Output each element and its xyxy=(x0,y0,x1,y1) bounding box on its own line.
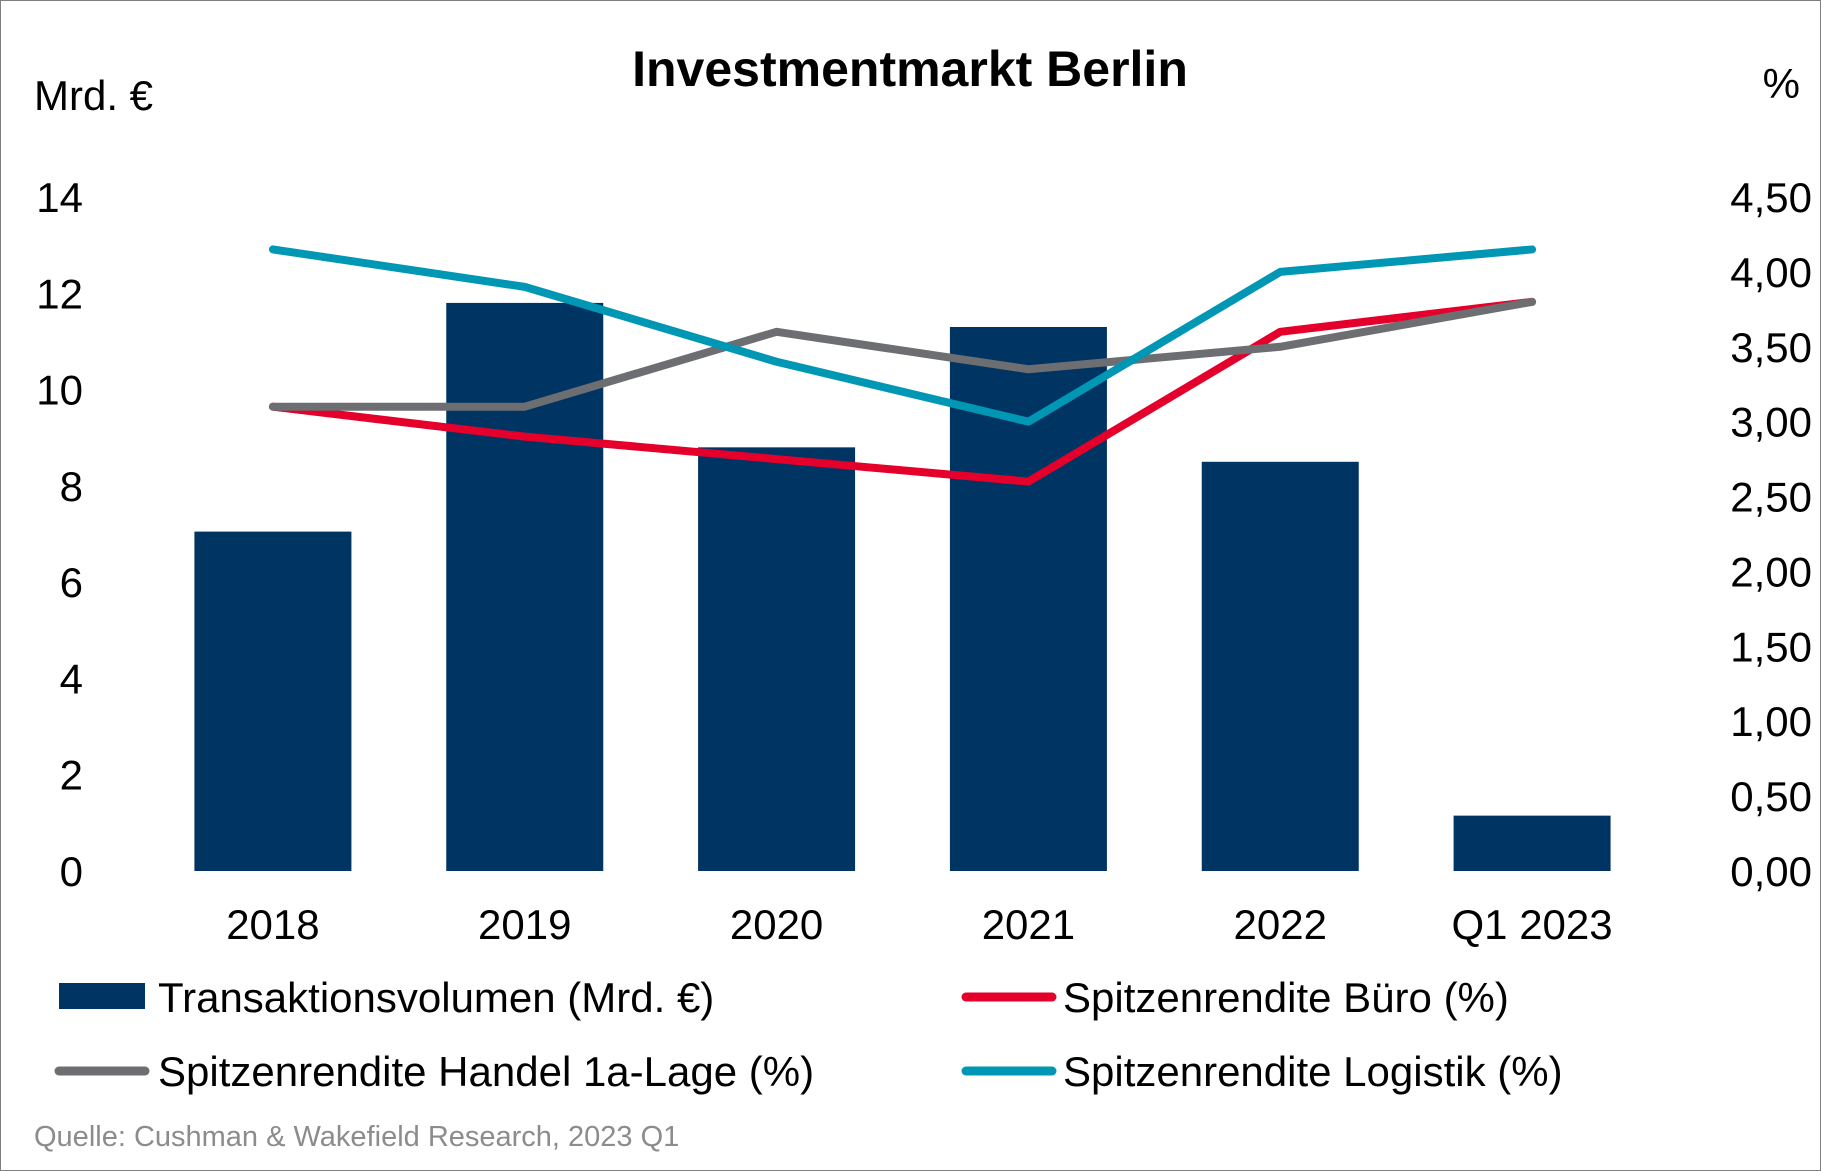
y-tick-left-8: 8 xyxy=(60,463,83,510)
x-tick-2019: 2019 xyxy=(478,901,571,948)
y-tick-right-3-00: 3,00 xyxy=(1730,399,1812,446)
x-tick-q1-2023: Q1 2023 xyxy=(1452,901,1613,948)
y-tick-right-4-00: 4,00 xyxy=(1730,249,1812,296)
bar-2020 xyxy=(698,447,856,871)
y-tick-right-0-50: 0,50 xyxy=(1730,773,1812,820)
legend-swatch-transaktionsvolumen xyxy=(59,983,145,1009)
x-tick-2021: 2021 xyxy=(982,901,1075,948)
legend-label-transaktionsvolumen: Transaktionsvolumen (Mrd. €) xyxy=(158,974,714,1021)
y-tick-left-0: 0 xyxy=(60,848,83,895)
x-tick-2022: 2022 xyxy=(1234,901,1327,948)
y-axis-right: 0,00 0,50 1,00 1,50 2,00 2,50 3,00 3,50 4,00 4,50 xyxy=(1730,174,1812,895)
bar-2018 xyxy=(194,531,352,871)
x-axis: 2018 2019 2020 2021 2022 Q1 2023 xyxy=(226,901,1612,948)
source-note: Quelle: Cushman & Wakefield Research, 20… xyxy=(34,1121,679,1153)
y-tick-left-6: 6 xyxy=(60,559,83,606)
bar-2019 xyxy=(446,302,604,871)
y-tick-left-2: 2 xyxy=(60,752,83,799)
line-spitzenrendite-b-ro xyxy=(268,297,1537,486)
line-series-group xyxy=(268,245,1537,486)
y-tick-right-2-50: 2,50 xyxy=(1730,474,1812,521)
y-tick-left-14: 14 xyxy=(36,174,83,221)
bar-q1-2023 xyxy=(1453,815,1611,871)
bar-series xyxy=(194,302,1611,871)
y-axis-unit-left: Mrd. € xyxy=(34,72,153,119)
y-tick-right-1-00: 1,00 xyxy=(1730,698,1812,745)
y-axis-left: 0 2 4 6 8 10 12 14 xyxy=(36,174,83,895)
y-axis-unit-right: % xyxy=(1763,60,1800,107)
line-spitzenrendite-handel-1a-lage xyxy=(268,297,1537,411)
y-tick-right-4-50: 4,50 xyxy=(1730,174,1812,221)
y-tick-right-1-50: 1,50 xyxy=(1730,623,1812,670)
y-tick-left-4: 4 xyxy=(60,655,83,702)
legend: Transaktionsvolumen (Mrd. €) Spitzenrend… xyxy=(54,974,1563,1095)
legend-label-handel: Spitzenrendite Handel 1a-Lage (%) xyxy=(158,1048,814,1095)
line-spitzenrendite-logistik xyxy=(268,245,1537,426)
chart-title: Investmentmarkt Berlin xyxy=(632,41,1188,97)
legend-label-logistik: Spitzenrendite Logistik (%) xyxy=(1063,1048,1563,1095)
y-tick-left-10: 10 xyxy=(36,367,83,414)
y-tick-left-12: 12 xyxy=(36,270,83,317)
y-tick-right-2-00: 2,00 xyxy=(1730,548,1812,595)
x-tick-2020: 2020 xyxy=(730,901,823,948)
legend-label-buero: Spitzenrendite Büro (%) xyxy=(1063,974,1509,1021)
bar-2022 xyxy=(1201,461,1359,871)
x-tick-2018: 2018 xyxy=(226,901,319,948)
y-tick-right-0-00: 0,00 xyxy=(1730,848,1812,895)
y-tick-right-3-50: 3,50 xyxy=(1730,324,1812,371)
